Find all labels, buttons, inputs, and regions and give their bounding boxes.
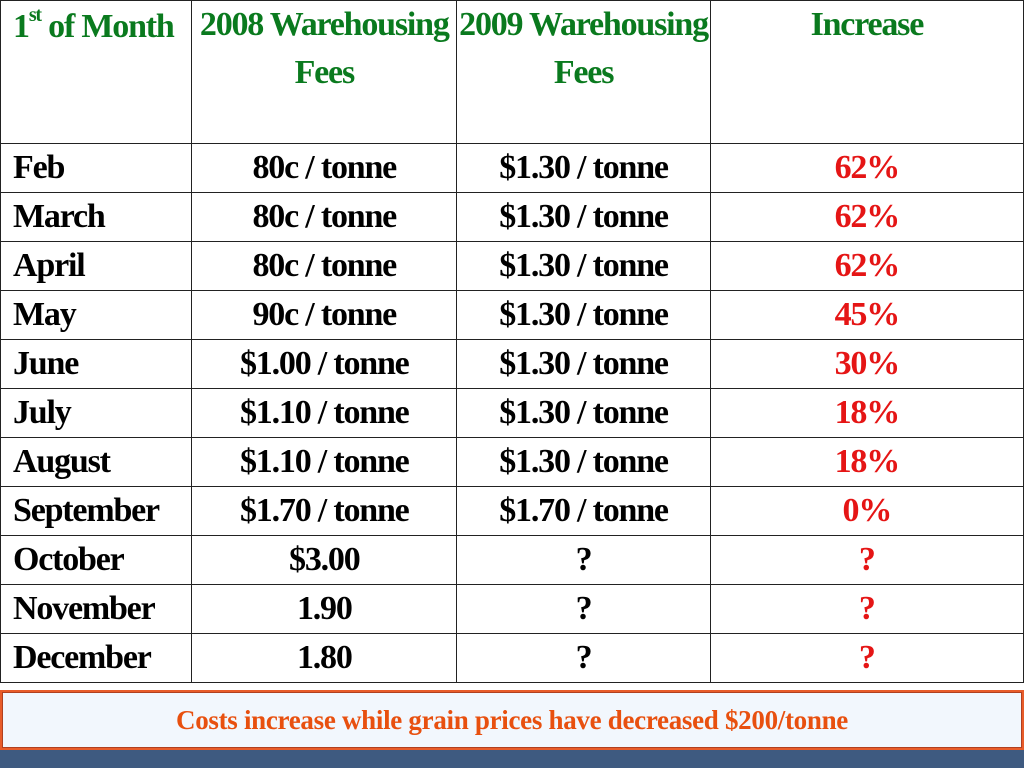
caption-box: Costs increase while grain prices have d…	[0, 690, 1024, 750]
month-cell: August	[0, 437, 193, 487]
caption-text: Costs increase while grain prices have d…	[176, 704, 848, 735]
fee-2008-cell: $3.00	[191, 535, 458, 585]
fee-2009-cell: $1.30 / tonne	[456, 339, 711, 389]
month-cell: Feb	[0, 143, 193, 193]
month-cell: March	[0, 192, 193, 242]
caption-box-inner: Costs increase while grain prices have d…	[2, 692, 1022, 748]
fee-2009-cell: $1.70 / tonne	[456, 486, 711, 536]
table-row: May 90c / tonne $1.30 / tonne 45%	[0, 290, 1024, 340]
fee-2008-cell: 80c / tonne	[191, 241, 458, 291]
increase-cell: ?	[709, 584, 1024, 634]
table-row: October $3.00 ? ?	[0, 535, 1024, 585]
fee-2008-cell: 80c / tonne	[191, 143, 458, 193]
fee-2009-cell: $1.30 / tonne	[456, 290, 711, 340]
warehousing-fees-table: 1st of Month 2008 Warehousing Fees 2009 …	[0, 0, 1024, 683]
increase-cell: 45%	[709, 290, 1024, 340]
table-row: September $1.70 / tonne $1.70 / tonne 0%	[0, 486, 1024, 536]
increase-cell: 62%	[709, 192, 1024, 242]
table-row: August $1.10 / tonne $1.30 / tonne 18%	[0, 437, 1024, 487]
fee-2009-cell: $1.30 / tonne	[456, 241, 711, 291]
fee-2008-cell: $1.10 / tonne	[191, 388, 458, 438]
increase-cell: 30%	[709, 339, 1024, 389]
fee-2008-cell: $1.00 / tonne	[191, 339, 458, 389]
increase-cell: 18%	[709, 388, 1024, 438]
month-cell: September	[0, 486, 193, 536]
fee-2008-cell: 80c / tonne	[191, 192, 458, 242]
fees-2009-column-header: 2009 Warehousing Fees	[456, 0, 711, 144]
month-header-ordinal: st	[28, 3, 42, 26]
table-row: Feb 80c / tonne $1.30 / tonne 62%	[0, 143, 1024, 193]
increase-cell: ?	[709, 633, 1024, 683]
increase-cell: 62%	[709, 241, 1024, 291]
fee-2009-cell: ?	[456, 535, 711, 585]
increase-cell: ?	[709, 535, 1024, 585]
month-cell: June	[0, 339, 193, 389]
increase-column-header: Increase	[709, 0, 1024, 144]
table-row: July $1.10 / tonne $1.30 / tonne 18%	[0, 388, 1024, 438]
fee-2008-cell: $1.10 / tonne	[191, 437, 458, 487]
table-row: December 1.80 ? ?	[0, 633, 1024, 683]
table-row: April 80c / tonne $1.30 / tonne 62%	[0, 241, 1024, 291]
month-cell: May	[0, 290, 193, 340]
fee-2009-cell: ?	[456, 633, 711, 683]
month-cell: July	[0, 388, 193, 438]
fee-2009-cell: ?	[456, 584, 711, 634]
table-row: March 80c / tonne $1.30 / tonne 62%	[0, 192, 1024, 242]
month-cell: December	[0, 633, 193, 683]
month-header-text: of Month	[40, 8, 175, 45]
table-row: June $1.00 / tonne $1.30 / tonne 30%	[0, 339, 1024, 389]
fee-2008-cell: $1.70 / tonne	[191, 486, 458, 536]
month-cell: October	[0, 535, 193, 585]
fee-2009-cell: $1.30 / tonne	[456, 437, 711, 487]
fee-2009-cell: $1.30 / tonne	[456, 143, 711, 193]
table-row: November 1.90 ? ?	[0, 584, 1024, 634]
fee-2009-cell: $1.30 / tonne	[456, 388, 711, 438]
month-cell: November	[0, 584, 193, 634]
footer-band	[0, 750, 1024, 768]
fee-2008-cell: 90c / tonne	[191, 290, 458, 340]
table-header-row: 1st of Month 2008 Warehousing Fees 2009 …	[0, 0, 1024, 144]
increase-cell: 0%	[709, 486, 1024, 536]
month-header-number: 1	[13, 8, 30, 45]
month-cell: April	[0, 241, 193, 291]
fees-2008-column-header: 2008 Warehousing Fees	[191, 0, 458, 144]
increase-cell: 62%	[709, 143, 1024, 193]
increase-cell: 18%	[709, 437, 1024, 487]
fee-2008-cell: 1.90	[191, 584, 458, 634]
fee-2009-cell: $1.30 / tonne	[456, 192, 711, 242]
month-column-header: 1st of Month	[0, 0, 193, 144]
fee-2008-cell: 1.80	[191, 633, 458, 683]
